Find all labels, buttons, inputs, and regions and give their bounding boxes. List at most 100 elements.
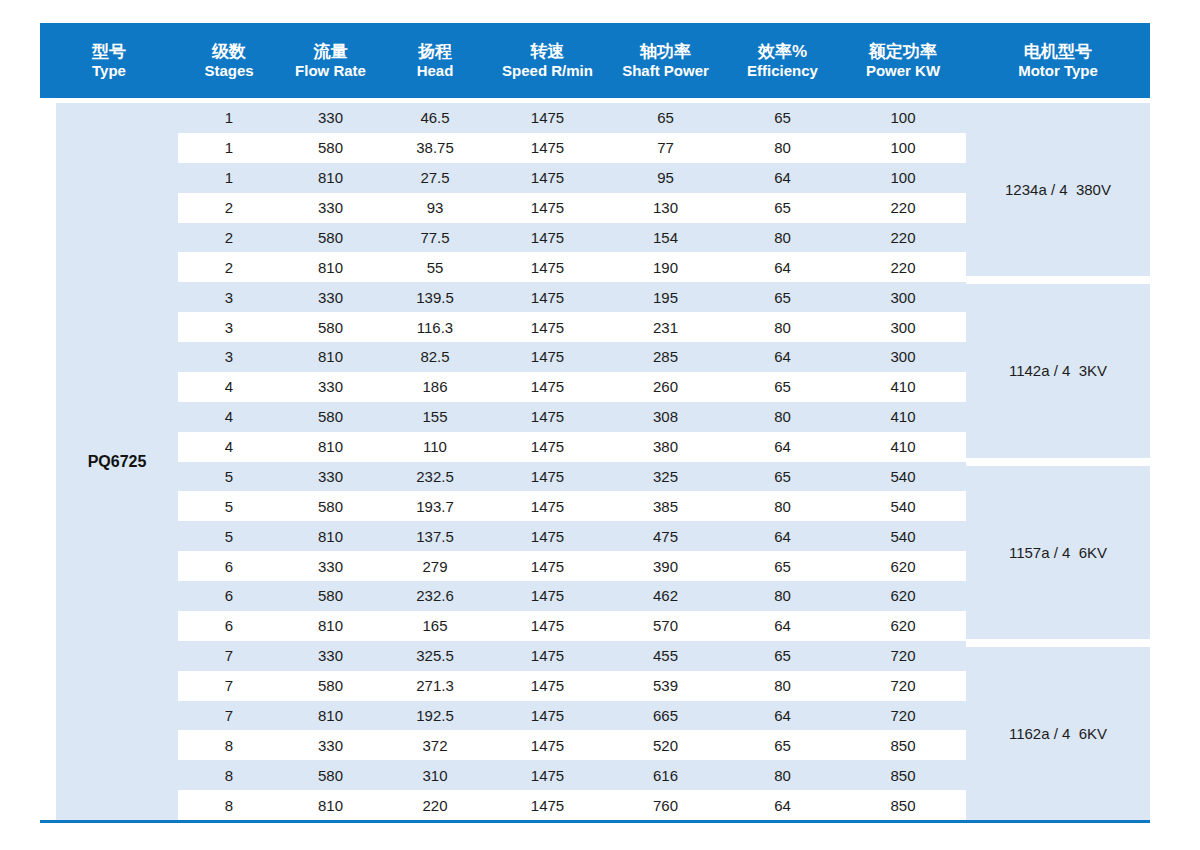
cell-stages: 3: [178, 312, 280, 342]
column-header-shaft-power-zh: 轴功率: [640, 41, 691, 62]
column-header-stages: 级数 Stages: [178, 23, 280, 98]
cell-shaft: 616: [606, 760, 725, 790]
cell-flow: 330: [280, 372, 381, 402]
cell-stages: 5: [178, 521, 280, 551]
cell-speed: 1475: [489, 462, 606, 492]
cell-power: 220: [840, 223, 966, 253]
cell-stages: 3: [178, 282, 280, 312]
cell-head: 139.5: [381, 282, 489, 312]
column-header-speed: 转速 Speed R/min: [489, 23, 606, 98]
cell-head: 137.5: [381, 521, 489, 551]
cell-power: 410: [840, 432, 966, 462]
cell-speed: 1475: [489, 611, 606, 641]
table-row: 5810137.5147547564540: [178, 521, 966, 551]
cell-eff: 64: [725, 701, 840, 731]
table-row: 158038.7514757780100: [178, 133, 966, 163]
cell-shaft: 520: [606, 730, 725, 760]
table-row: 233093147513065220: [178, 193, 966, 223]
cell-power: 410: [840, 372, 966, 402]
cell-stages: 3: [178, 342, 280, 372]
cell-eff: 64: [725, 252, 840, 282]
cell-flow: 580: [280, 760, 381, 790]
cell-stages: 2: [178, 252, 280, 282]
cell-speed: 1475: [489, 581, 606, 611]
cell-eff: 65: [725, 551, 840, 581]
cell-head: 55: [381, 252, 489, 282]
cell-eff: 65: [725, 372, 840, 402]
cell-eff: 64: [725, 790, 840, 820]
column-header-head-en: Head: [417, 62, 454, 81]
cell-flow: 330: [280, 282, 381, 312]
cell-speed: 1475: [489, 223, 606, 253]
cell-eff: 65: [725, 730, 840, 760]
motor-type-column: 1234a / 4 380V 1142a / 4 3KV 1157a / 4 6…: [966, 103, 1150, 820]
cell-stages: 1: [178, 163, 280, 193]
pump-type-label: PQ6725: [88, 453, 147, 471]
cell-flow: 810: [280, 701, 381, 731]
column-header-power-kw: 额定功率 Power KW: [840, 23, 966, 98]
table-row: 7580271.3147553980720: [178, 671, 966, 701]
cell-power: 410: [840, 402, 966, 432]
cell-head: 232.6: [381, 581, 489, 611]
cell-speed: 1475: [489, 163, 606, 193]
cell-speed: 1475: [489, 730, 606, 760]
cell-shaft: 570: [606, 611, 725, 641]
cell-flow: 580: [280, 402, 381, 432]
column-header-stages-en: Stages: [204, 62, 253, 81]
cell-shaft: 95: [606, 163, 725, 193]
cell-eff: 80: [725, 491, 840, 521]
cell-eff: 80: [725, 312, 840, 342]
cell-shaft: 380: [606, 432, 725, 462]
column-header-motor-type-en: Motor Type: [1018, 62, 1098, 81]
table-row: 4810110147538064410: [178, 432, 966, 462]
cell-power: 850: [840, 790, 966, 820]
cell-power: 540: [840, 521, 966, 551]
cell-shaft: 760: [606, 790, 725, 820]
type-cell: PQ6725: [56, 103, 178, 820]
column-header-efficiency-zh: 效率%: [758, 41, 807, 62]
column-header-head: 扬程 Head: [381, 23, 489, 98]
cell-stages: 6: [178, 551, 280, 581]
cell-eff: 80: [725, 760, 840, 790]
cell-speed: 1475: [489, 252, 606, 282]
cell-stages: 2: [178, 223, 280, 253]
column-header-speed-zh: 转速: [531, 41, 565, 62]
table-row: 5580193.7147538580540: [178, 491, 966, 521]
column-header-flow-rate-zh: 流量: [314, 41, 348, 62]
cell-head: 110: [381, 432, 489, 462]
table-row: 258077.5147515480220: [178, 223, 966, 253]
cell-power: 720: [840, 701, 966, 731]
cell-power: 100: [840, 103, 966, 133]
table-row: 6580232.6147546280620: [178, 581, 966, 611]
cell-eff: 80: [725, 402, 840, 432]
cell-head: 192.5: [381, 701, 489, 731]
cell-head: 38.75: [381, 133, 489, 163]
cell-head: 27.5: [381, 163, 489, 193]
cell-power: 300: [840, 312, 966, 342]
cell-eff: 65: [725, 282, 840, 312]
cell-speed: 1475: [489, 312, 606, 342]
cell-head: 193.7: [381, 491, 489, 521]
cell-eff: 64: [725, 432, 840, 462]
cell-flow: 810: [280, 790, 381, 820]
cell-eff: 64: [725, 163, 840, 193]
table-row: 281055147519064220: [178, 252, 966, 282]
cell-shaft: 195: [606, 282, 725, 312]
cell-flow: 330: [280, 551, 381, 581]
cell-power: 720: [840, 671, 966, 701]
table-body: PQ6725 133046.514756565100158038.7514757…: [40, 103, 1150, 820]
cell-flow: 810: [280, 432, 381, 462]
cell-stages: 8: [178, 730, 280, 760]
cell-speed: 1475: [489, 282, 606, 312]
cell-shaft: 65: [606, 103, 725, 133]
cell-speed: 1475: [489, 342, 606, 372]
cell-eff: 65: [725, 641, 840, 671]
cell-flow: 330: [280, 193, 381, 223]
column-header-flow-rate: 流量 Flow Rate: [280, 23, 381, 98]
cell-flow: 580: [280, 581, 381, 611]
table-row: 7330325.5147545565720: [178, 641, 966, 671]
cell-power: 620: [840, 581, 966, 611]
cell-head: 46.5: [381, 103, 489, 133]
cell-head: 279: [381, 551, 489, 581]
cell-eff: 80: [725, 223, 840, 253]
